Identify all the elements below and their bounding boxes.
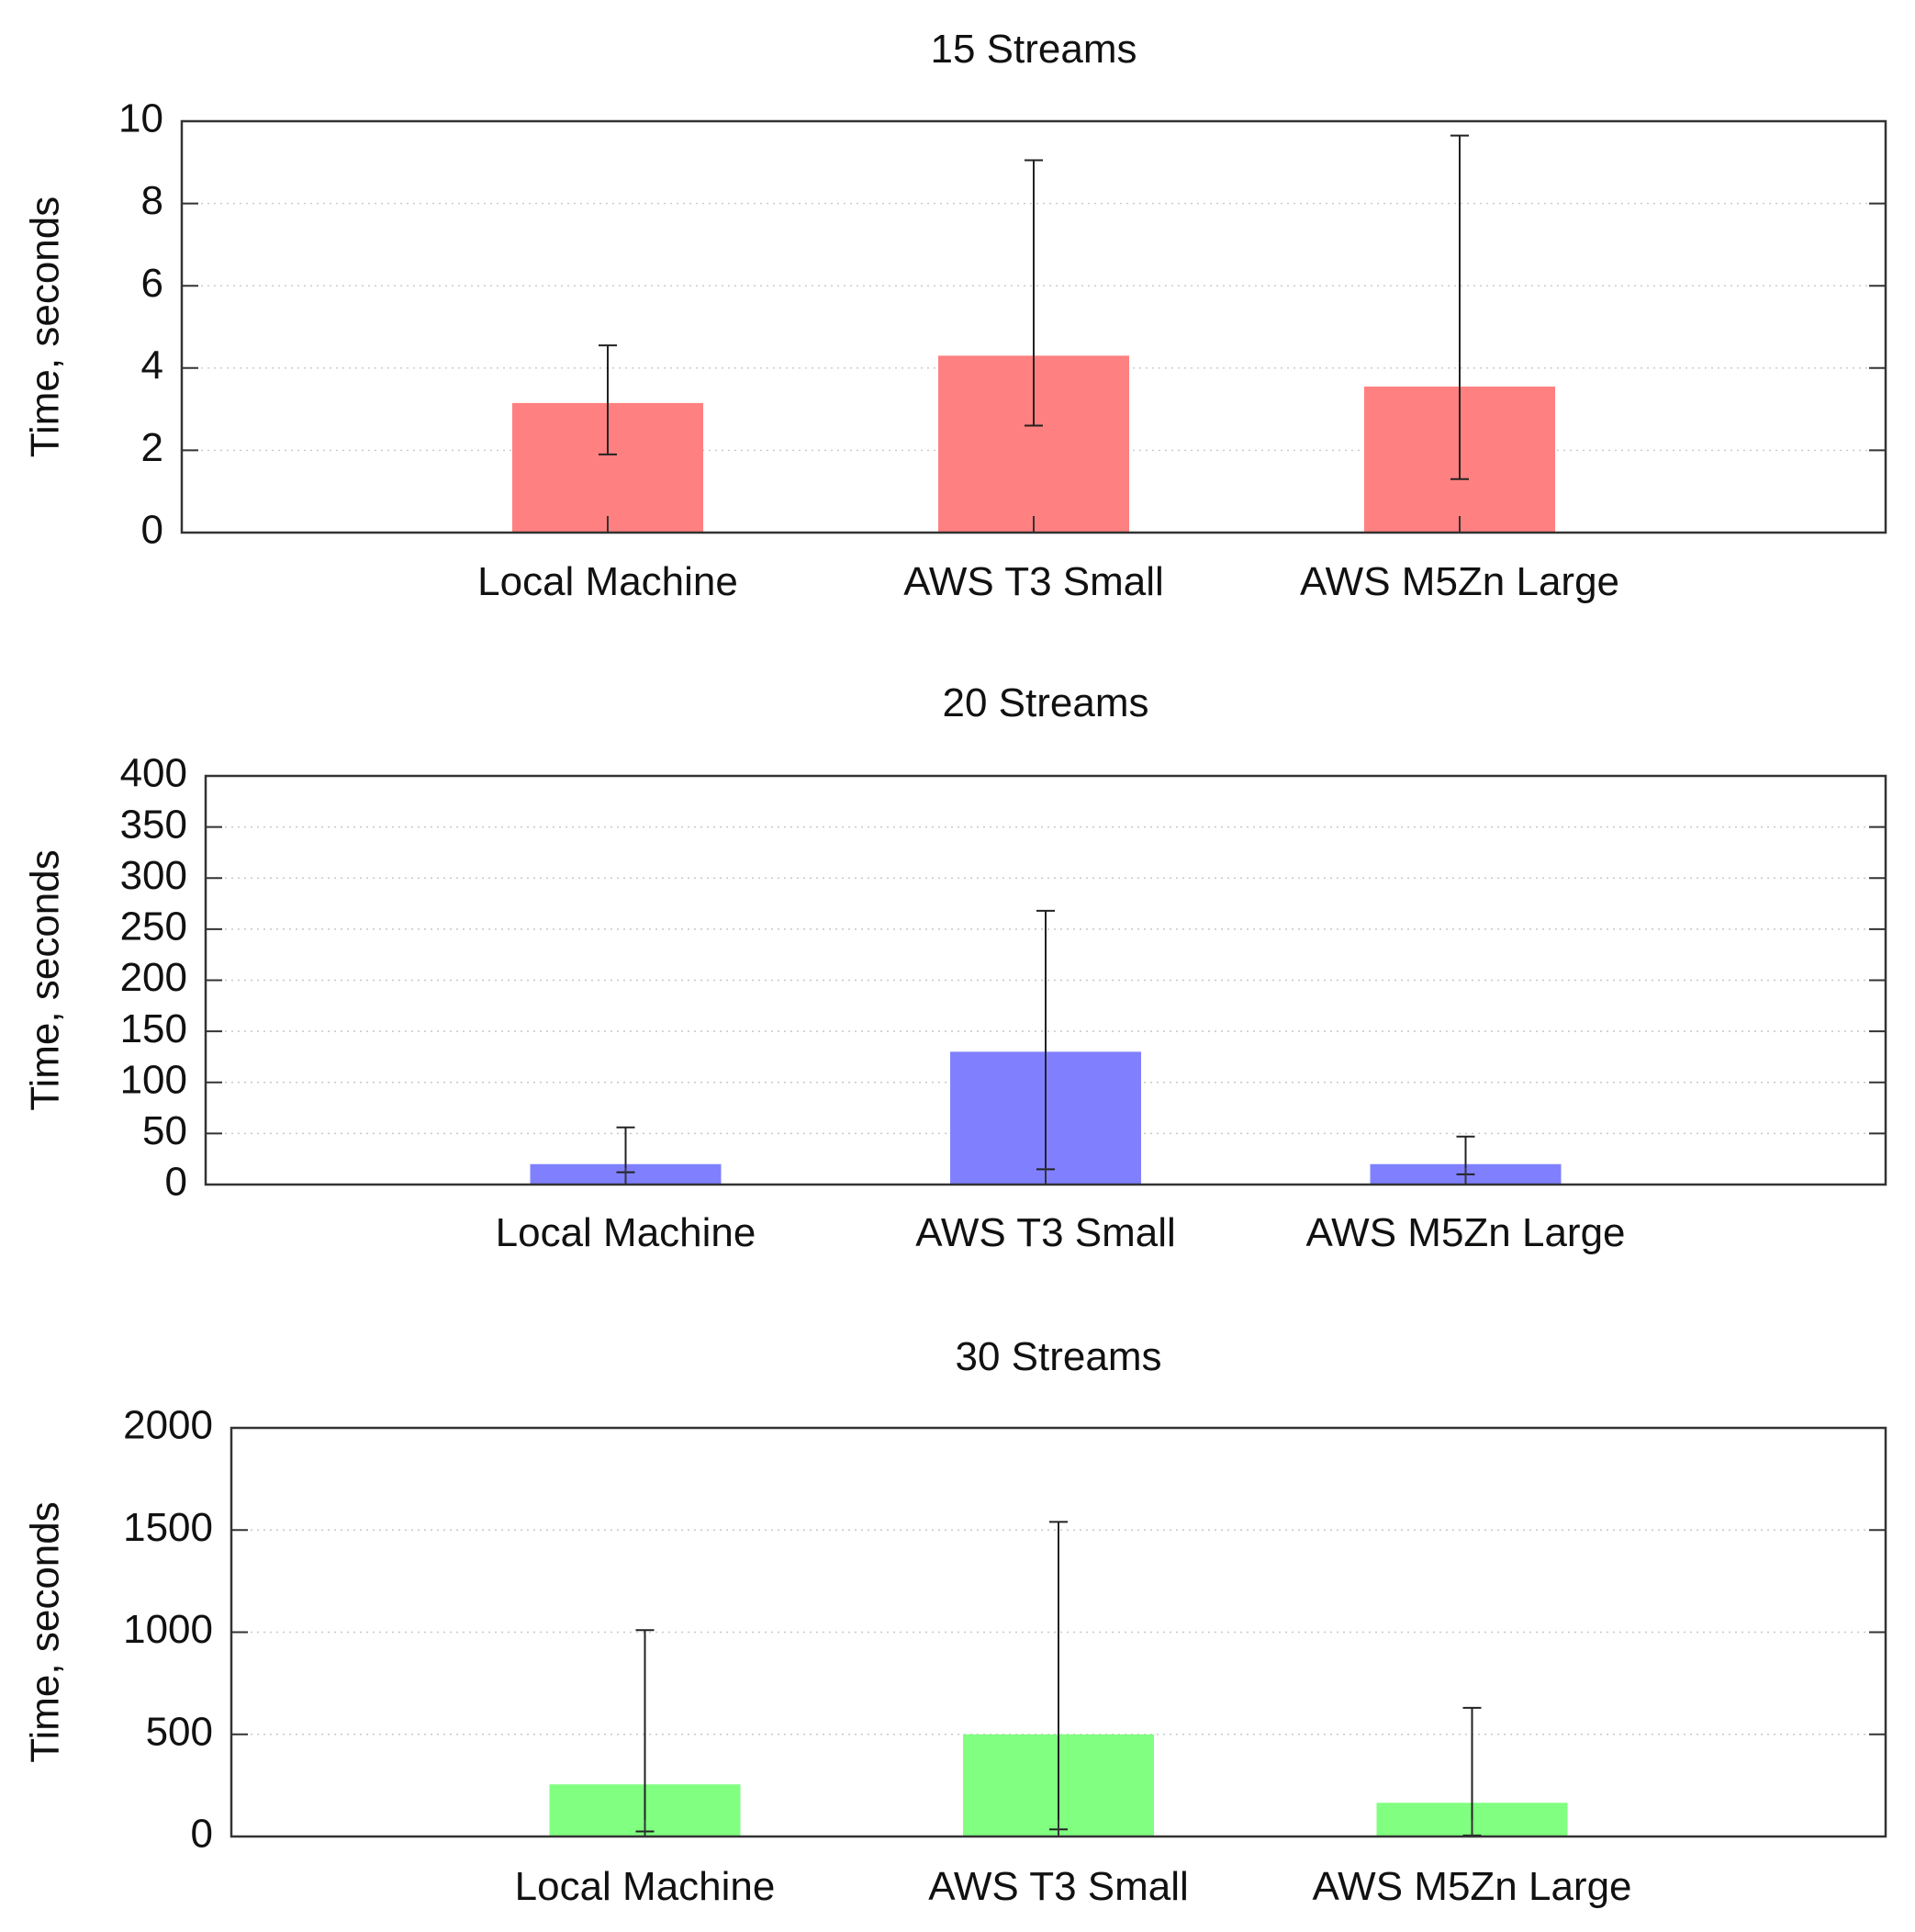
y-tick-label: 50 bbox=[142, 1108, 187, 1153]
x-tick-label: AWS M5Zn Large bbox=[1305, 1210, 1625, 1255]
y-tick-label: 8 bbox=[141, 178, 163, 223]
x-tick-label: AWS T3 Small bbox=[915, 1210, 1176, 1255]
y-tick-label: 2000 bbox=[123, 1403, 213, 1448]
y-tick-label: 1500 bbox=[123, 1505, 213, 1550]
y-tick-label: 500 bbox=[146, 1709, 213, 1754]
y-tick-label: 350 bbox=[120, 802, 187, 847]
chart-title: 15 Streams bbox=[931, 27, 1137, 72]
plot-frame bbox=[230, 1426, 1887, 1838]
y-tick-label: 150 bbox=[120, 1006, 187, 1051]
x-tick-label: AWS T3 Small bbox=[903, 559, 1164, 604]
y-axis-label: Time, seconds bbox=[23, 197, 68, 457]
y-tick-label: 4 bbox=[141, 343, 163, 388]
plot-frame bbox=[204, 774, 1887, 1186]
y-tick-label: 6 bbox=[141, 261, 163, 306]
y-tick-label: 10 bbox=[118, 96, 163, 141]
y-axis-label: Time, seconds bbox=[23, 1501, 68, 1762]
x-tick-label: AWS T3 Small bbox=[928, 1864, 1189, 1909]
x-tick-label: AWS M5Zn Large bbox=[1300, 559, 1619, 604]
error-bar bbox=[1025, 159, 1043, 427]
y-tick-label: 100 bbox=[120, 1057, 187, 1102]
y-tick-label: 200 bbox=[120, 955, 187, 1000]
y-tick-label: 0 bbox=[191, 1812, 213, 1857]
error-bar bbox=[599, 344, 617, 455]
y-tick-label: 0 bbox=[165, 1160, 187, 1205]
error-bar bbox=[1450, 134, 1469, 480]
y-tick-label: 400 bbox=[120, 751, 187, 796]
y-tick-label: 2 bbox=[141, 425, 163, 470]
x-tick-label: Local Machine bbox=[477, 559, 738, 604]
plot-frame bbox=[180, 119, 1887, 534]
chart-20-streams: 20 Streams Time, seconds 0 50 100 150 200 250 30… bbox=[23, 680, 1887, 1255]
x-tick-label: Local Machine bbox=[515, 1864, 776, 1909]
y-tick-label: 1000 bbox=[123, 1607, 213, 1652]
chart-30-streams: 30 Streams Time, seconds 0 500 1000 1500 2000 L… bbox=[23, 1334, 1887, 1909]
chart-title: 30 Streams bbox=[956, 1334, 1162, 1379]
x-tick-label: AWS M5Zn Large bbox=[1312, 1864, 1631, 1909]
y-tick-label: 0 bbox=[141, 508, 163, 553]
y-tick-label: 250 bbox=[120, 904, 187, 949]
chart-title: 20 Streams bbox=[943, 680, 1149, 725]
chart-15-streams: 15 Streams Time, seconds 0 2 4 6 8 10 Local Mach… bbox=[23, 27, 1887, 604]
x-tick-label: Local Machine bbox=[496, 1210, 756, 1255]
y-axis-label: Time, seconds bbox=[23, 849, 68, 1110]
y-tick-label: 300 bbox=[120, 853, 187, 898]
